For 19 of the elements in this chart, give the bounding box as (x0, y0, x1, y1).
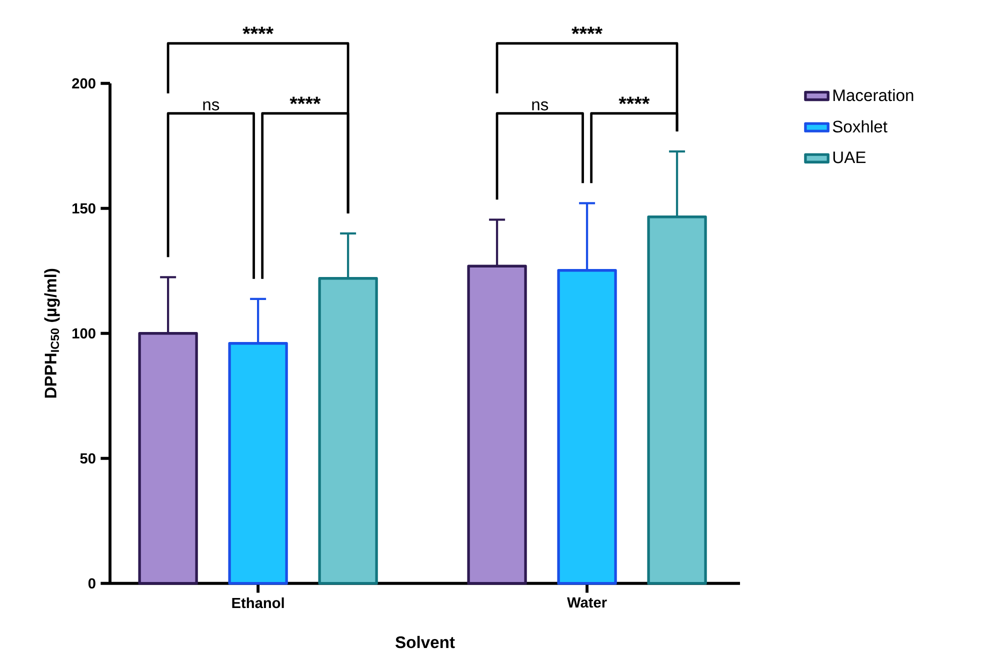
annotation: ns (203, 101, 220, 110)
x-tick-label: Water (567, 597, 607, 608)
y-tick-label: 100 (72, 328, 96, 339)
legend-label: Soxhlet (832, 120, 888, 132)
annotation: **** (618, 96, 650, 104)
annotation: ns (532, 101, 548, 110)
x-axis-title: Solvent (396, 636, 455, 648)
legend-label: UAE (833, 152, 866, 164)
annotation: **** (290, 96, 321, 104)
y-tick-label: 150 (72, 203, 96, 214)
y-axis-title: DPPH$_{IC50}$ (µg/ml) (44, 268, 60, 398)
y-tick-label: 200 (72, 78, 96, 89)
y-tick-label: 50 (80, 453, 96, 464)
y-tick-label: 0 (88, 578, 96, 589)
x-tick-label: Ethanol (232, 597, 284, 608)
bar (467, 264, 527, 585)
legend-label: Maceration (833, 88, 914, 102)
text: **** (242, 26, 274, 34)
text: **** (572, 26, 603, 34)
